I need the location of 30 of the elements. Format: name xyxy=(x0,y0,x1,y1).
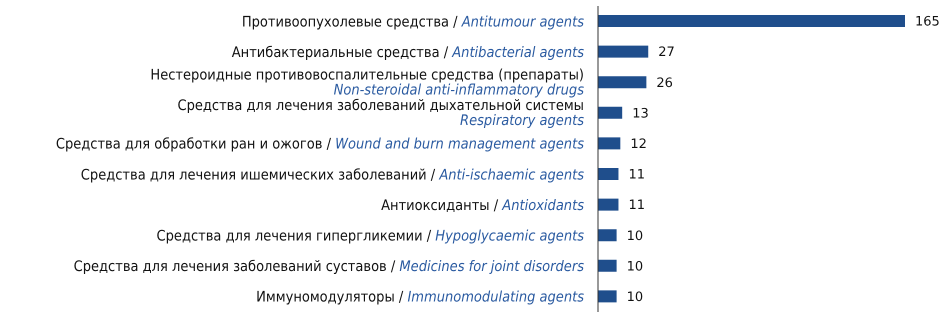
bar xyxy=(598,168,618,180)
bar xyxy=(598,137,620,150)
bar xyxy=(598,229,617,242)
y-tick-label: Средства для лечения заболеваний суставов / Medicines for joint disorders xyxy=(74,259,584,276)
y-tick-label: Средства для лечения ишемических заболеваний / Anti-ischaemic agents xyxy=(80,167,584,184)
y-tick-label: Средства для обработки ран и ожогов / Wound and burn management agents xyxy=(56,136,584,153)
data-label: 26 xyxy=(656,76,673,91)
y-tick-label: Средства для лечения заболеваний дыхательной системы Respiratory agents xyxy=(177,98,584,130)
data-label: 10 xyxy=(626,290,644,306)
data-label: 27 xyxy=(658,45,675,60)
bar xyxy=(598,106,622,119)
bar xyxy=(598,290,617,302)
data-label: 10 xyxy=(626,259,644,274)
data-label: 13 xyxy=(632,106,649,122)
y-tick-label: Антиоксиданты / Antioxidants xyxy=(381,198,584,214)
y-tick-label: Противоопухолевые средства / Antitumour agents xyxy=(242,14,584,30)
data-label: 165 xyxy=(915,14,940,30)
data-label: 10 xyxy=(626,228,644,244)
y-tick-label: Нестероидные противовоспалительные средства (препараты) Non-steroidal anti-inflammatory drugs xyxy=(150,68,584,98)
bar xyxy=(598,46,648,58)
bar xyxy=(598,15,905,27)
bar xyxy=(598,260,617,272)
data-label: 12 xyxy=(630,137,647,152)
y-tick-label: Антибактериальные средства / Antibacterial agents xyxy=(232,44,584,61)
y-tick-label: Средства для лечения гипергликемии / Hypoglycaemic agents xyxy=(156,228,584,244)
y-tick-label: Иммуномодуляторы / Immunomodulating agents xyxy=(256,290,584,306)
data-label: 11 xyxy=(628,168,646,183)
data-label: 11 xyxy=(628,198,646,214)
bar xyxy=(598,198,618,211)
bar xyxy=(598,76,646,88)
